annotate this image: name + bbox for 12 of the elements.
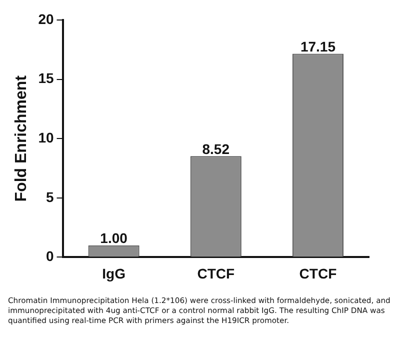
y-tick-label: 5 bbox=[46, 188, 54, 205]
data-label: 8.52 bbox=[202, 141, 230, 158]
x-tick-label: CTCF bbox=[299, 265, 338, 282]
data-label: 1.00 bbox=[100, 230, 128, 246]
y-tick-label: 10 bbox=[38, 129, 54, 146]
data-label: 17.15 bbox=[300, 38, 336, 55]
y-tick-label: 20 bbox=[38, 10, 54, 27]
y-tick-label: 0 bbox=[46, 248, 54, 264]
y-tick-label: 15 bbox=[38, 70, 54, 86]
y-axis-title: Fold Enrichment bbox=[13, 74, 30, 202]
x-tick-label: IgG bbox=[102, 265, 126, 282]
x-tick-label: CTCF bbox=[197, 265, 235, 282]
